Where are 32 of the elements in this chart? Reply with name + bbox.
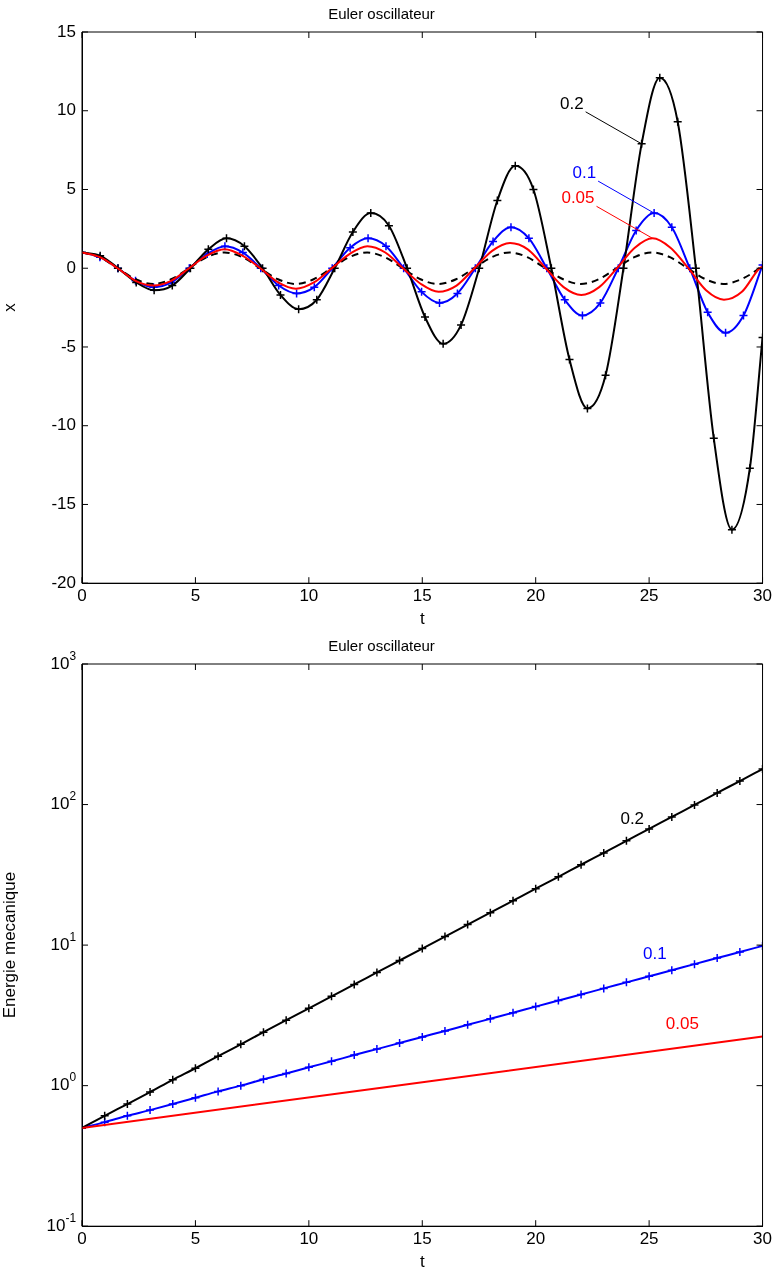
y-tick-label: 0 <box>66 257 77 277</box>
x-tick-label: 5 <box>190 586 201 606</box>
y-axis-title: Energie mecanique <box>0 871 19 1019</box>
x-tick-label: 15 <box>412 586 432 606</box>
x-tick-label: 5 <box>190 1229 201 1249</box>
x-tick-label: 30 <box>753 1229 773 1249</box>
y-tick-label: 5 <box>66 179 77 199</box>
annotation: 0.2 <box>620 808 645 828</box>
x-tick-label: 10 <box>299 586 319 606</box>
annotation: 0.1 <box>572 162 597 182</box>
x-tick-label: 20 <box>526 1229 546 1249</box>
chart-title: Euler oscillateur <box>328 637 435 655</box>
x-tick-label: 25 <box>639 1229 659 1249</box>
annotation: 0.2 <box>560 93 584 113</box>
x-tick-label: 10 <box>299 1229 319 1249</box>
y-tick-label: -5 <box>60 336 77 356</box>
x-tick-label: 30 <box>753 586 773 606</box>
annotation: 0.1 <box>643 943 667 963</box>
y-tick-label: -20 <box>51 572 77 592</box>
y-tick-label: 15 <box>57 21 77 41</box>
annotation: 0.05 <box>561 187 595 207</box>
y-axis-title: x <box>0 302 19 312</box>
x-axis-title: t <box>419 1252 425 1272</box>
chart-title: Euler oscillateur <box>328 5 435 23</box>
y-tick-label: -10 <box>51 415 77 435</box>
y-tick-label: 10 <box>57 100 77 120</box>
y-tick-label: -15 <box>51 494 77 514</box>
x-axis-title: t <box>419 609 425 629</box>
x-tick-label: 20 <box>526 586 546 606</box>
x-tick-label: 25 <box>639 586 659 606</box>
x-tick-label: 15 <box>412 1229 432 1249</box>
annotation: 0.05 <box>665 1014 699 1034</box>
